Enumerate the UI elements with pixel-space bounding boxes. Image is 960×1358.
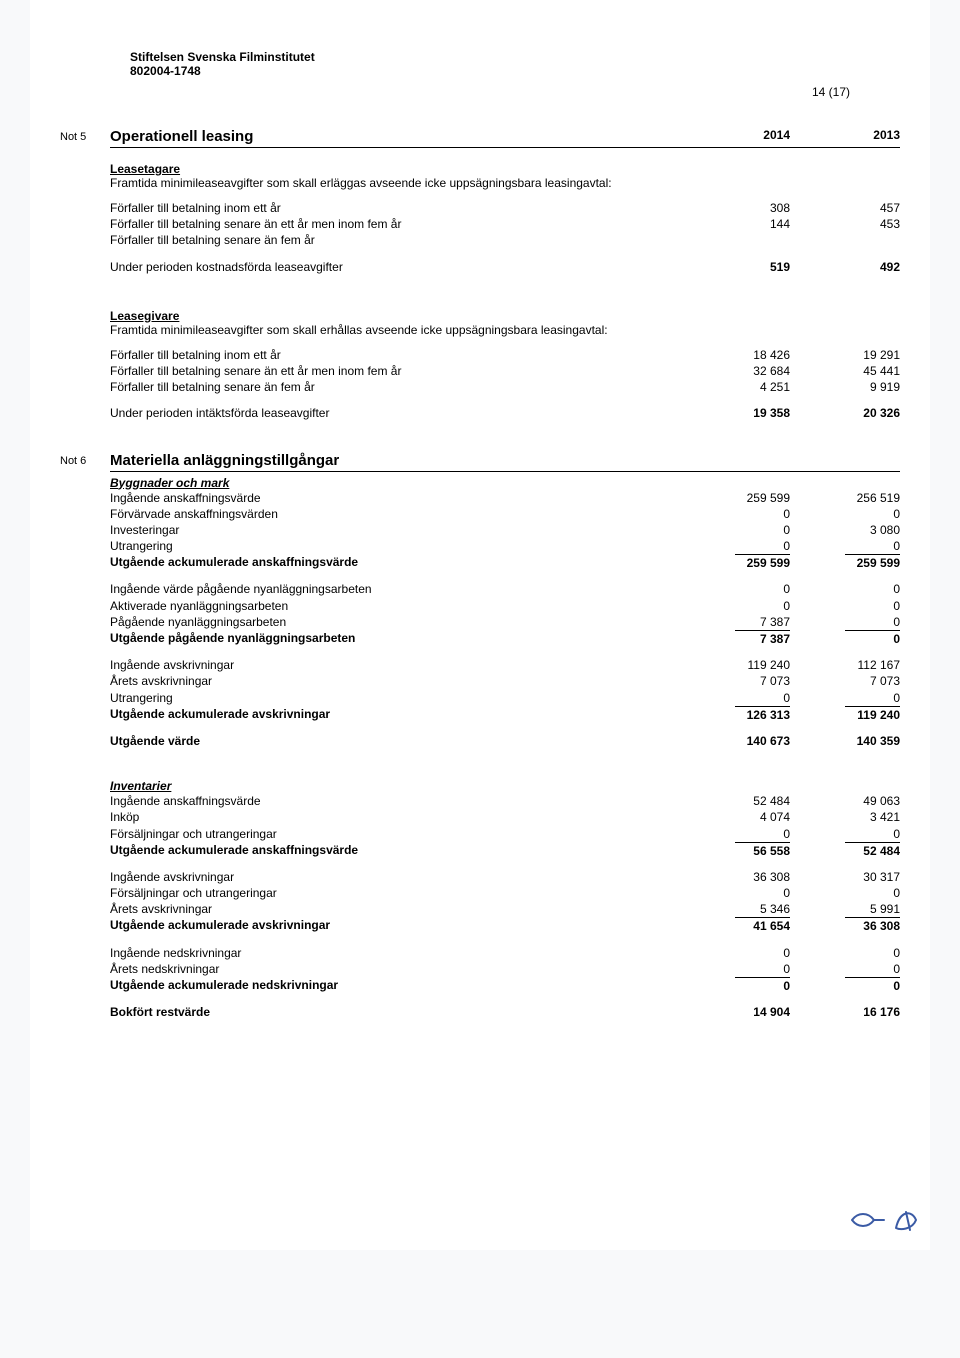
table-row: Förfaller till betalning senare än ett å… [110, 363, 900, 379]
note-5-label: Not 5 [60, 128, 110, 422]
table-row: Förfaller till betalning senare än fem å… [110, 232, 900, 248]
table-row: Inköp4 0743 421 [110, 809, 900, 825]
table-row: Ingående anskaffningsvärde259 599256 519 [110, 490, 900, 506]
table-row: Förfaller till betalning inom ett år3084… [110, 200, 900, 216]
note-5: Not 5 Operationell leasing 2014 2013 Lea… [60, 128, 900, 422]
page: Stiftelsen Svenska Filminstitutet 802004… [30, 0, 930, 1250]
table-row: Utgående ackumulerade anskaffningsvärde5… [110, 842, 900, 859]
table-row: Ingående nedskrivningar00 [110, 945, 900, 961]
org-name: Stiftelsen Svenska Filminstitutet [130, 50, 900, 64]
note-5-body: Operationell leasing 2014 2013 Leasetaga… [110, 128, 900, 422]
table-row: Försäljningar och utrangeringar00 [110, 826, 900, 842]
table-row: Utrangering00 [110, 690, 900, 706]
col-2014: 2014 [680, 128, 790, 145]
note-5-title: Operationell leasing [110, 128, 680, 145]
table-row: Årets avskrivningar5 3465 991 [110, 901, 900, 917]
col-2013: 2013 [790, 128, 900, 145]
table-row: Ingående avskrivningar119 240112 167 [110, 657, 900, 673]
byggnader-head: Byggnader och mark [110, 476, 900, 490]
table-row: Utrangering00 [110, 538, 900, 554]
table-row: Årets nedskrivningar00 [110, 961, 900, 977]
table-row: Pågående nyanläggningsarbeten7 3870 [110, 614, 900, 630]
table-row: Utgående ackumulerade anskaffningsvärde2… [110, 554, 900, 571]
table-row: Utgående pågående nyanläggningsarbeten7 … [110, 630, 900, 647]
note-6-title-row: Materiella anläggningstillgångar [110, 452, 900, 472]
table-row: Förfaller till betalning senare än fem å… [110, 379, 900, 395]
inventarier-head: Inventarier [110, 779, 900, 793]
signature-icon [850, 1206, 920, 1240]
table-row: Årets avskrivningar7 0737 073 [110, 673, 900, 689]
table-row: Utgående värde140 673140 359 [110, 733, 900, 749]
note-6-body: Materiella anläggningstillgångar Byggnad… [110, 452, 900, 1021]
table-row: Aktiverade nyanläggningsarbeten00 [110, 598, 900, 614]
leasegivare-intro: Framtida minimileaseavgifter som skall e… [110, 323, 900, 337]
org-number: 802004-1748 [130, 64, 900, 78]
table-row: Förfaller till betalning senare än ett å… [110, 216, 900, 232]
note-6-label: Not 6 [60, 452, 110, 1021]
table-row: Förfaller till betalning inom ett år18 4… [110, 347, 900, 363]
table-row: Under perioden kostnadsförda leaseavgift… [110, 259, 900, 275]
note-5-title-row: Operationell leasing 2014 2013 [110, 128, 900, 148]
leasetagare-intro: Framtida minimileaseavgifter som skall e… [110, 176, 900, 190]
note-6-title: Materiella anläggningstillgångar [110, 452, 680, 469]
table-row: Utgående ackumulerade avskrivningar41 65… [110, 917, 900, 934]
document-header: Stiftelsen Svenska Filminstitutet 802004… [130, 50, 900, 78]
leasegivare-head: Leasegivare [110, 309, 900, 323]
table-row: Utgående ackumulerade nedskrivningar00 [110, 977, 900, 994]
page-number: 14 (17) [812, 85, 850, 99]
table-row: Förvärvade anskaffningsvärden00 [110, 506, 900, 522]
table-row: Ingående anskaffningsvärde52 48449 063 [110, 793, 900, 809]
table-row: Ingående avskrivningar36 30830 317 [110, 869, 900, 885]
table-row: Investeringar03 080 [110, 522, 900, 538]
table-row: Utgående ackumulerade avskrivningar126 3… [110, 706, 900, 723]
table-row: Bokfört restvärde14 90416 176 [110, 1004, 900, 1020]
table-row: Under perioden intäktsförda leaseavgifte… [110, 405, 900, 421]
table-row: Ingående värde pågående nyanläggningsarb… [110, 581, 900, 597]
leasetagare-head: Leasetagare [110, 162, 900, 176]
table-row: Försäljningar och utrangeringar00 [110, 885, 900, 901]
note-6: Not 6 Materiella anläggningstillgångar B… [60, 452, 900, 1021]
